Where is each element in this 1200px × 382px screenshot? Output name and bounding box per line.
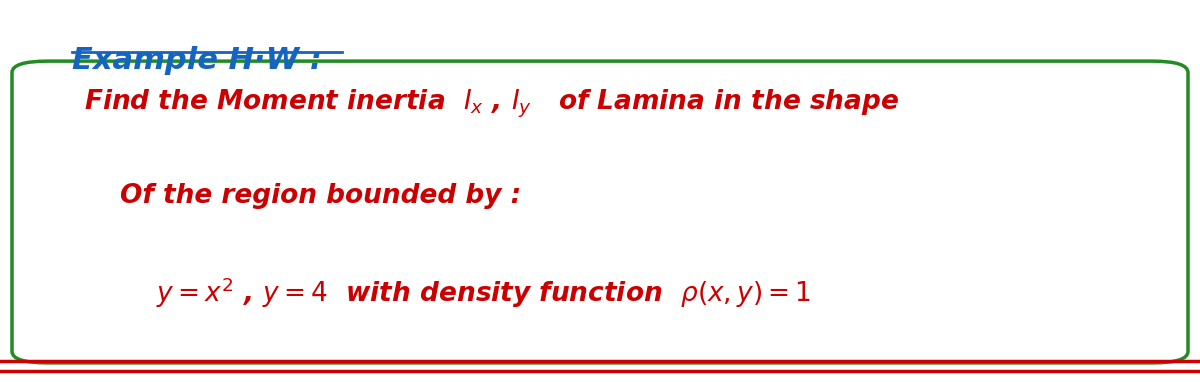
Text: Example H·W :: Example H·W : — [72, 46, 322, 75]
Text: $y = x^2$ , $y = 4$  with density function  $\rho(x, y) = 1$: $y = x^2$ , $y = 4$ with density functio… — [156, 275, 811, 309]
Text: Of the region bounded by :: Of the region bounded by : — [120, 183, 521, 209]
Text: Find the Moment inertia  $I_x$ , $I_y$   of Lamina in the shape: Find the Moment inertia $I_x$ , $I_y$ of… — [84, 88, 899, 120]
